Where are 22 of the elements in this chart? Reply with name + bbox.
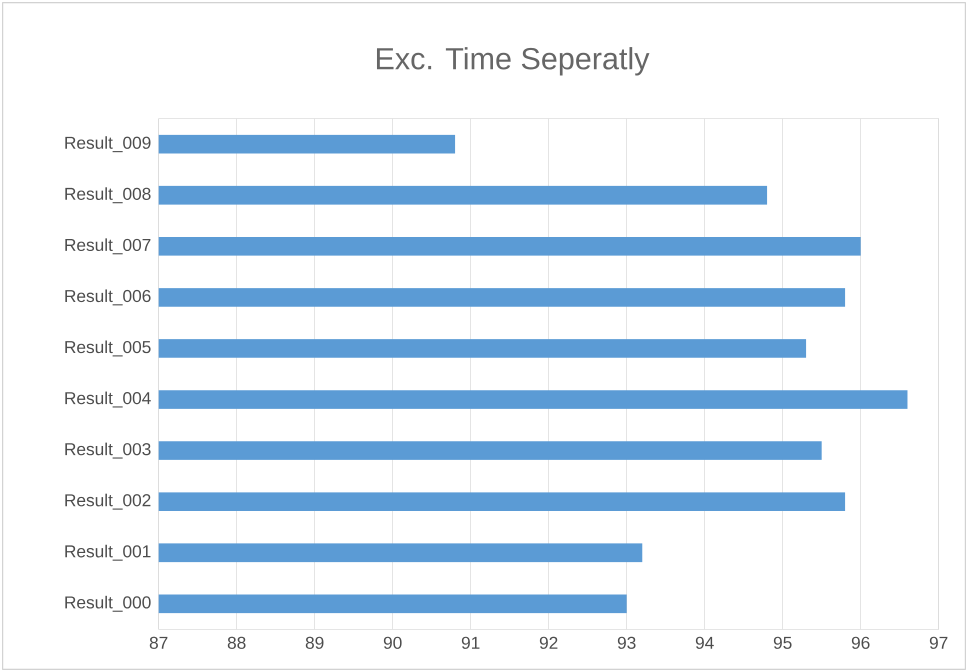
x-tick-label: 90 [384,636,402,649]
x-tick-label: 87 [150,636,168,649]
chart-title: Exc. Time Seperatly [376,47,650,76]
y-tick-label: Result_006 [65,289,151,306]
y-tick-label: Result_002 [65,494,150,510]
x-tick-label: 96 [852,636,870,649]
y-tick-label: Result_004 [65,392,151,408]
y-tick-label: Result_007 [65,238,150,254]
y-tick-label: Result_005 [65,340,151,356]
y-tick-label: Result_009 [65,136,150,152]
y-tick-label: Result_008 [65,187,151,204]
x-tick-label: 93 [618,636,636,649]
x-tick-label: 94 [696,636,714,649]
x-tick-label: 89 [306,636,324,649]
y-tick-label: Result_000 [65,596,151,612]
x-tick-label: 97 [930,636,948,649]
y-tick-label: Result_003 [65,442,151,459]
y-tick-label: Result_001 [65,544,150,561]
x-tick-label: 92 [540,636,558,649]
x-tick-label: 88 [228,636,246,649]
x-tick-label: 95 [774,636,792,649]
x-tick-label: 91 [462,636,480,649]
